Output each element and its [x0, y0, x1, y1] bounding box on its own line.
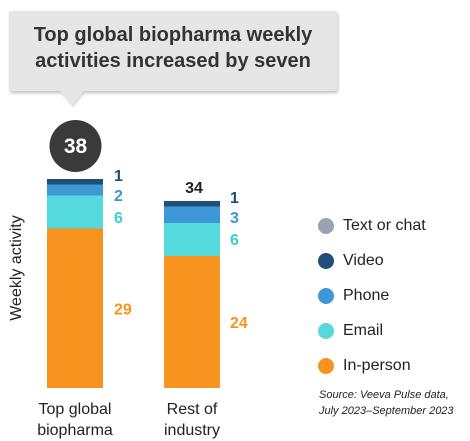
callout-box	[9, 11, 337, 91]
value-label-in-person-1: 24	[230, 315, 248, 332]
source-line-2: July 2023–September 2023	[319, 405, 454, 417]
bar-segment-video-0	[47, 179, 103, 185]
value-label-in-person-0: 29	[114, 301, 132, 318]
callout-pointer	[60, 91, 84, 105]
legend-item-email: Email	[318, 313, 426, 348]
value-label-email-0: 6	[114, 210, 123, 227]
category-label-0-line-0: Top global	[39, 401, 112, 418]
legend-item-text-or-chat: Text or chat	[318, 208, 426, 243]
total-label-1: 34	[185, 180, 203, 197]
value-label-phone-0: 2	[114, 188, 123, 205]
chart-headline: Top global biopharma weekly activities i…	[9, 22, 337, 74]
value-label-video-1: 1	[230, 190, 239, 207]
legend-item-video: Video	[318, 243, 426, 278]
legend-label: Video	[343, 251, 384, 269]
legend-swatch	[318, 322, 334, 339]
headline-line-2: activities increased by seven	[35, 50, 311, 72]
bar-segment-video-1	[164, 201, 220, 207]
legend-label: Text or chat	[343, 216, 426, 234]
total-label-0: 38	[64, 135, 88, 158]
legend-swatch	[318, 252, 334, 269]
legend-item-in-person: In-person	[318, 348, 426, 383]
bar-segment-phone-0	[47, 184, 103, 196]
source-line-1: Source: Veeva Pulse data,	[319, 389, 449, 401]
value-label-phone-1: 3	[230, 210, 239, 227]
value-label-email-1: 6	[230, 232, 239, 249]
headline-line-1: Top global biopharma weekly	[33, 24, 313, 46]
category-label-1-line-1: industry	[164, 422, 220, 439]
total-badge-circle	[49, 120, 102, 172]
bar-segment-in-person-0	[47, 228, 103, 388]
bar-segment-phone-1	[164, 206, 220, 223]
legend-item-phone: Phone	[318, 278, 426, 313]
legend-label: Email	[343, 321, 384, 339]
chart-legend: Text or chat Video Phone Email In-person	[318, 208, 426, 383]
bar-segment-in-person-1	[164, 256, 220, 388]
category-label-0-line-1: biopharma	[37, 422, 113, 439]
y-axis-label: Weekly activity	[8, 215, 25, 321]
legend-label: In-person	[343, 356, 411, 374]
legend-swatch	[318, 217, 334, 234]
legend-swatch	[318, 287, 334, 304]
source-note: Source: Veeva Pulse data, July 2023–Sept…	[319, 387, 454, 419]
bar-segment-email-1	[164, 223, 220, 256]
legend-label: Phone	[343, 286, 390, 304]
legend-swatch	[318, 357, 334, 374]
bar-segment-email-0	[47, 195, 103, 229]
category-label-1-line-0: Rest of	[167, 401, 218, 418]
value-label-video-0: 1	[114, 168, 123, 185]
